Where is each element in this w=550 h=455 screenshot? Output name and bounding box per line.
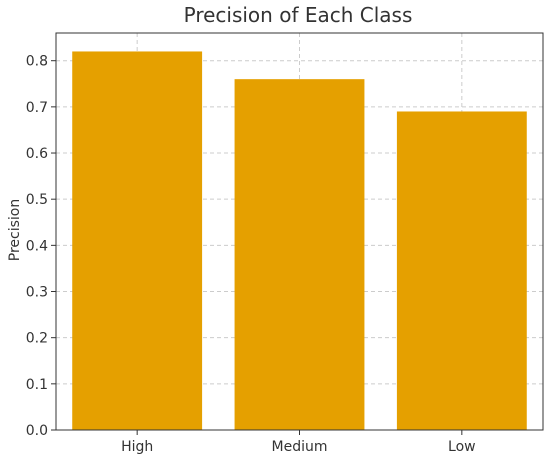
bar-high bbox=[72, 51, 203, 430]
axis-layer bbox=[51, 32, 544, 435]
y-tick-label: 0.0 bbox=[26, 423, 48, 439]
y-tick-label: 0.5 bbox=[26, 192, 48, 208]
y-tick-label: 0.3 bbox=[26, 285, 48, 301]
x-tick-label: High bbox=[121, 439, 153, 455]
y-tick-label: 0.8 bbox=[26, 54, 48, 70]
y-tick-label: 0.6 bbox=[26, 146, 48, 162]
labels-layer: Precision of Each Class Precision 0.0 0.1… bbox=[7, 3, 476, 455]
chart-title: Precision of Each Class bbox=[184, 3, 413, 27]
y-tick-label: 0.2 bbox=[26, 331, 48, 347]
x-tick-label: Low bbox=[448, 439, 476, 455]
bar-medium bbox=[234, 79, 365, 431]
y-tick-label: 0.4 bbox=[26, 238, 48, 254]
y-axis-label: Precision bbox=[7, 199, 23, 261]
y-tick-label: 0.7 bbox=[26, 100, 48, 116]
y-tick-label: 0.1 bbox=[26, 377, 48, 393]
bars-layer bbox=[72, 51, 527, 431]
bar-low bbox=[396, 111, 527, 430]
x-tick-label: Medium bbox=[272, 439, 328, 455]
